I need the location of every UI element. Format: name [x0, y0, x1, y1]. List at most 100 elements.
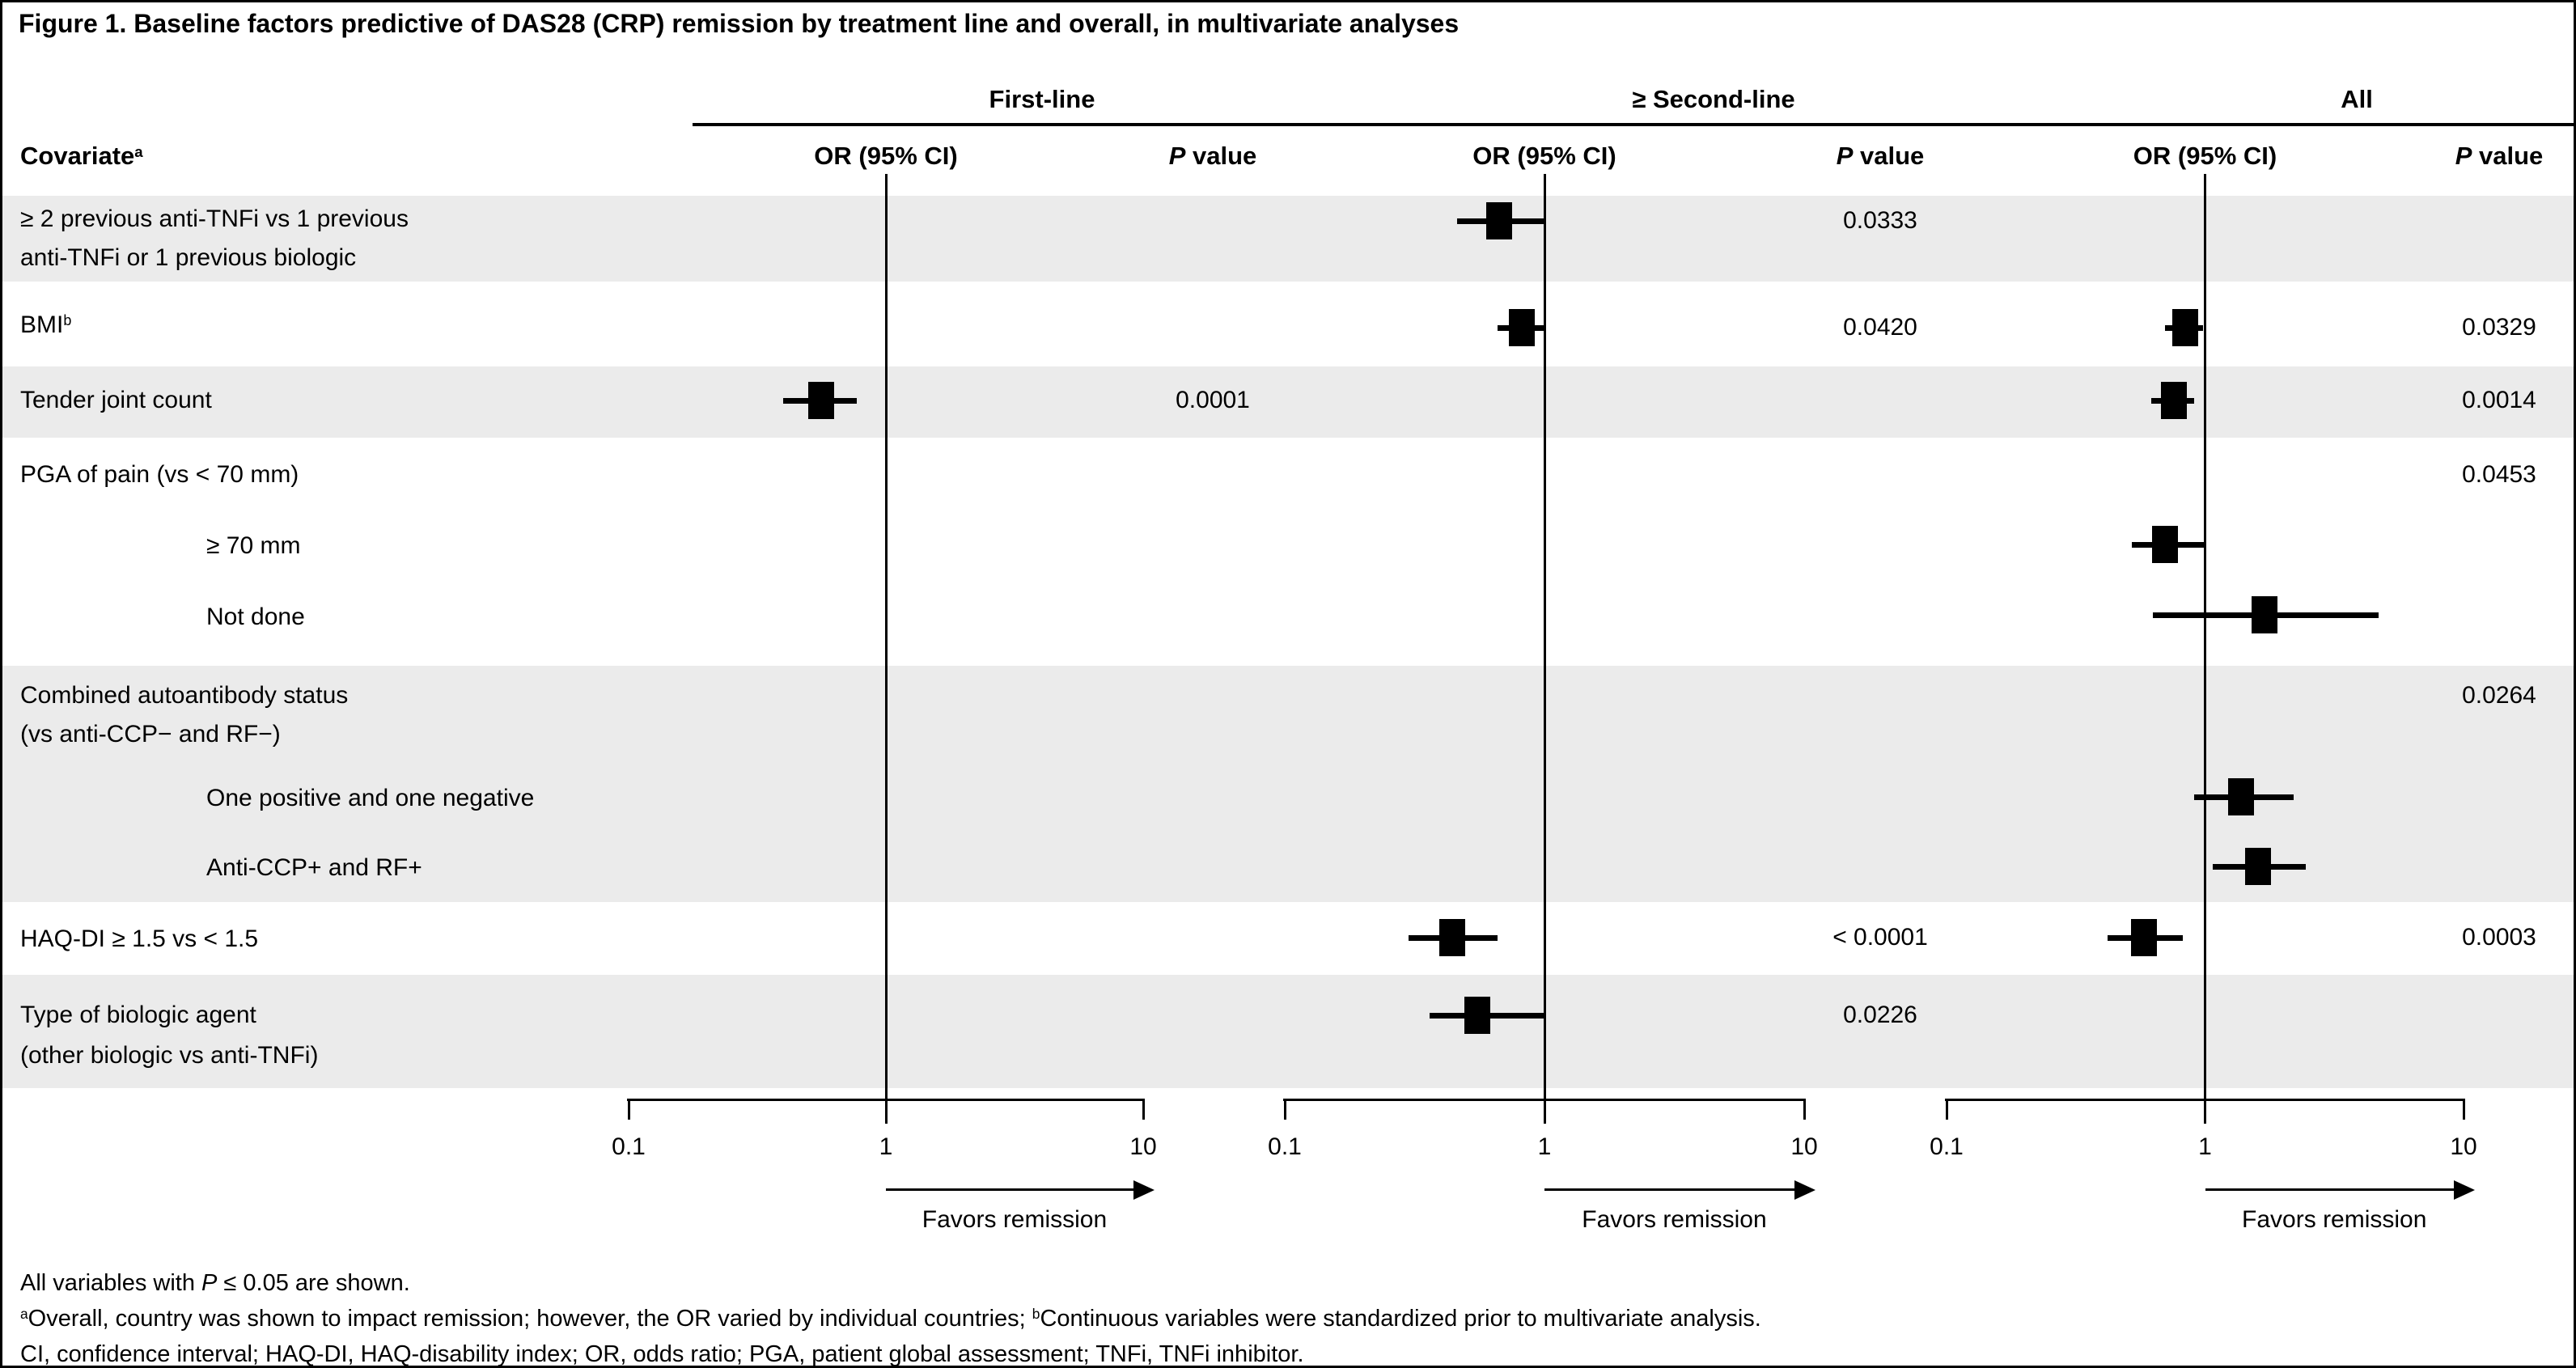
p-value-column-header-3: P value [2455, 142, 2544, 170]
footnote-segment: P [201, 1270, 218, 1296]
p-value-row-11-second_line: 0.0226 [1843, 1002, 1917, 1028]
footnote-line-2: aOverall, country was shown to impact re… [20, 1303, 1761, 1334]
x-axis-tick-right-panel-2 [1803, 1099, 1806, 1120]
x-axis-panel-3 [1945, 1099, 2465, 1101]
footnote-segment: All variables with [20, 1270, 202, 1296]
footnote-segment: Continuous variables were standardized p… [1040, 1306, 1761, 1332]
or-marker-row-1-second_line [1486, 202, 1513, 239]
x-axis-label-10-panel-1: 10 [1129, 1133, 1157, 1160]
figure-title: Figure 1. Baseline factors predictive of… [19, 9, 1460, 38]
x-axis-label-10-panel-3: 10 [2450, 1133, 2477, 1160]
or-ci-column-header-2: OR (95% CI) [1472, 142, 1616, 170]
row-label-3-line-1: Tender joint count [20, 387, 212, 413]
row-label-8-line-1: One positive and one negative [206, 785, 535, 811]
row-label-10-line-1: HAQ-DI ≥ 1.5 vs < 1.5 [20, 925, 259, 952]
x-axis-tick-left-panel-1 [627, 1099, 630, 1120]
row-label-11-line-2: (other biologic vs anti-TNFi) [20, 1042, 319, 1069]
p-value-column-header-2: P value [1836, 142, 1925, 170]
p-value-header-italic-p: P [1836, 142, 1854, 170]
row-band-6 [2, 582, 2574, 666]
covariate-column-header: Covariatea [20, 140, 143, 172]
or-marker-row-8-all [2228, 778, 2255, 815]
row-band-4 [2, 438, 2574, 509]
or-marker-row-3-all [2161, 382, 2188, 419]
x-axis-label-0.1-panel-2: 0.1 [1268, 1133, 1302, 1160]
or-marker-row-2-all [2172, 309, 2199, 346]
reference-line-or-1-panel-1 [884, 174, 888, 1124]
row-label-5-line-1: ≥ 70 mm [206, 532, 301, 559]
reference-line-or-1-panel-3 [2204, 174, 2206, 1124]
footnote-line-3: CI, confidence interval; HAQ-DI, HAQ-dis… [20, 1339, 1304, 1367]
favors-remission-label-panel-3: Favors remission [2242, 1206, 2427, 1233]
or-marker-row-10-second_line [1438, 919, 1465, 956]
row-band-9 [2, 832, 2574, 902]
row-label-6-line-1: Not done [206, 604, 305, 630]
p-value-row-2-second_line: 0.0420 [1843, 314, 1917, 341]
or-marker-row-6-all [2252, 596, 2278, 633]
row-label-2-line-1: BMIb [20, 311, 72, 338]
row-band-3 [2, 366, 2574, 438]
row-label-4-line-1: PGA of pain (vs < 70 mm) [20, 461, 299, 488]
group-header-1: First-line [989, 85, 1095, 113]
x-axis-label-0.1-panel-3: 0.1 [1930, 1133, 1964, 1160]
favors-arrow-panel-2 [1544, 1188, 1796, 1191]
p-value-row-2-all: 0.0329 [2462, 314, 2536, 341]
group-header-3: All [2341, 85, 2373, 113]
p-value-row-7-all: 0.0264 [2462, 682, 2536, 709]
x-axis-label-1-panel-1: 1 [879, 1133, 893, 1160]
favors-arrow-head-panel-1 [1133, 1180, 1155, 1200]
row-label-11-line-1: Type of biologic agent [20, 1002, 256, 1028]
p-value-row-4-all: 0.0453 [2462, 461, 2536, 488]
p-value-column-header-1: P value [1168, 142, 1257, 170]
p-value-header-italic-p: P [1168, 142, 1186, 170]
group-header-2: ≥ Second-line [1632, 85, 1795, 113]
or-ci-column-header-3: OR (95% CI) [2133, 142, 2277, 170]
favors-remission-label-panel-2: Favors remission [1582, 1206, 1767, 1233]
x-axis-tick-left-panel-3 [1945, 1099, 1948, 1120]
x-axis-label-1-panel-3: 1 [2198, 1133, 2212, 1160]
covariate-header-superscript: a [134, 142, 143, 160]
x-axis-panel-2 [1283, 1099, 1806, 1101]
row-label-7-line-2: (vs anti-CCP− and RF−) [20, 721, 281, 748]
or-marker-row-3-first_line [807, 382, 834, 419]
row-band-8 [2, 761, 2574, 832]
or-marker-row-2-second_line [1509, 309, 1536, 346]
group-header-rule [693, 123, 2574, 126]
row-band-1 [2, 196, 2574, 282]
footnote-segment: b [1032, 1306, 1040, 1323]
or-marker-row-5-all [2152, 526, 2178, 563]
favors-arrow-head-panel-3 [2454, 1180, 2475, 1200]
x-axis-tick-right-panel-3 [2462, 1099, 2465, 1120]
favors-remission-label-panel-1: Favors remission [922, 1206, 1108, 1233]
or-marker-row-9-all [2244, 848, 2271, 885]
row-band-10 [2, 902, 2574, 975]
footnote-segment: Overall, country was shown to impact rem… [28, 1306, 1032, 1332]
or-ci-column-header-1: OR (95% CI) [814, 142, 958, 170]
p-value-row-10-all: 0.0003 [2462, 924, 2536, 951]
row-band-7 [2, 666, 2574, 761]
footnote-segment: CI, confidence interval; HAQ-DI, HAQ-dis… [20, 1341, 1304, 1367]
or-marker-row-10-all [2130, 919, 2157, 956]
row-label-9-line-1: Anti-CCP+ and RF+ [206, 854, 422, 881]
favors-arrow-panel-3 [2205, 1188, 2455, 1191]
x-axis-label-10-panel-2: 10 [1790, 1133, 1818, 1160]
x-axis-tick-left-panel-2 [1283, 1099, 1286, 1120]
p-value-header-italic-p: P [2455, 142, 2472, 170]
favors-arrow-head-panel-2 [1794, 1180, 1815, 1200]
row-band-11 [2, 975, 2574, 1088]
p-value-row-3-all: 0.0014 [2462, 387, 2536, 413]
reference-line-or-1-panel-2 [1543, 174, 1546, 1124]
p-value-row-1-second_line: 0.0333 [1843, 207, 1917, 234]
x-axis-label-0.1-panel-1: 0.1 [612, 1133, 646, 1160]
p-value-row-3-first_line: 0.0001 [1176, 387, 1250, 413]
row-label-1-line-2: anti-TNFi or 1 previous biologic [20, 244, 357, 271]
x-axis-label-1-panel-2: 1 [1537, 1133, 1552, 1160]
p-value-row-10-second_line: < 0.0001 [1832, 924, 1928, 951]
or-marker-row-11-second_line [1464, 997, 1490, 1034]
footnote-segment: ≤ 0.05 are shown. [217, 1270, 410, 1296]
row-label-superscript: b [63, 312, 72, 328]
row-label-7-line-1: Combined autoantibody status [20, 682, 349, 709]
x-axis-panel-1 [627, 1099, 1145, 1101]
x-axis-tick-right-panel-1 [1142, 1099, 1145, 1120]
